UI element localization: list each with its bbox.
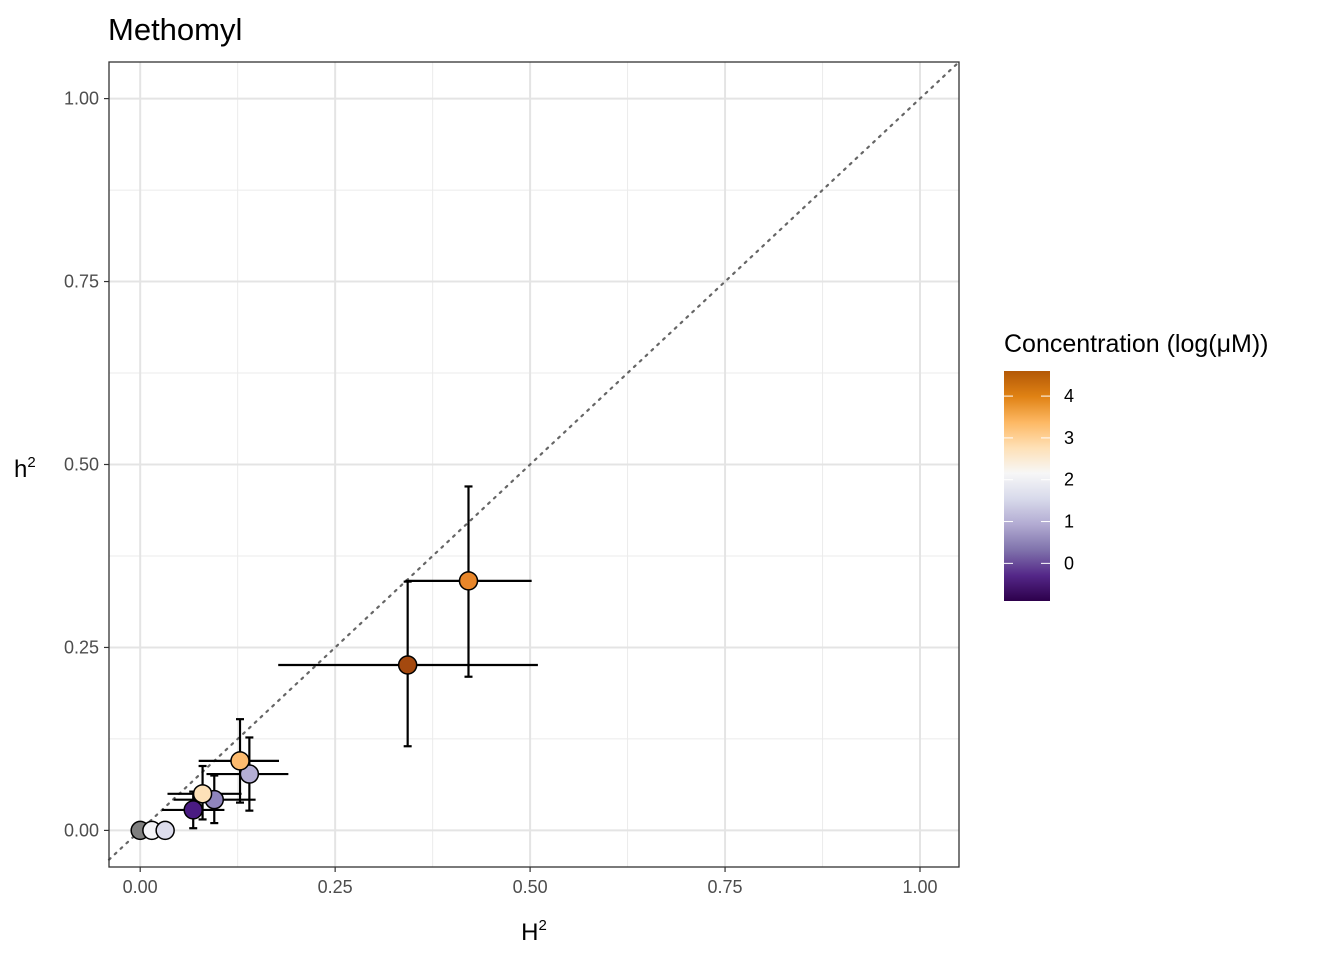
identity-reference-line xyxy=(107,60,961,861)
y-axis-ticks: 0.00 0.25 0.50 0.75 1.00 xyxy=(64,89,109,840)
data-point xyxy=(458,571,479,591)
y-tick-label: 0.50 xyxy=(64,455,99,475)
data-point xyxy=(192,784,213,804)
data-point xyxy=(155,820,175,841)
x-axis-label-superscript: 2 xyxy=(539,917,547,934)
data-point xyxy=(397,655,418,675)
x-axis-label-base: H xyxy=(521,919,538,946)
colorbar-legend: Concentration (log(μM)) 0 1 2 3 4 xyxy=(1004,330,1269,601)
plot-panel xyxy=(107,60,961,868)
x-tick-label: 1.00 xyxy=(902,877,937,897)
y-axis-label-superscript: 2 xyxy=(27,454,35,471)
y-tick-label: 0.75 xyxy=(64,272,99,292)
x-tick-label: 0.75 xyxy=(708,877,743,897)
colorbar-tick-label: 2 xyxy=(1064,470,1074,490)
data-points xyxy=(130,571,479,841)
x-axis-label: H2 xyxy=(521,917,547,946)
colorbar-ticks: 0 1 2 3 4 xyxy=(1004,386,1074,573)
x-tick-label: 0.25 xyxy=(318,877,353,897)
y-axis-label-base: h xyxy=(14,456,27,483)
chart-title: Methomyl xyxy=(108,12,242,47)
colorbar-tick-label: 3 xyxy=(1064,428,1074,448)
x-tick-label: 0.50 xyxy=(513,877,548,897)
y-tick-label: 1.00 xyxy=(64,89,99,109)
y-tick-label: 0.00 xyxy=(64,820,99,840)
x-axis-ticks: 0.00 0.25 0.50 0.75 1.00 xyxy=(123,867,938,897)
y-tick-label: 0.25 xyxy=(64,637,99,657)
colorbar xyxy=(1004,371,1050,601)
data-point xyxy=(230,751,250,771)
colorbar-tick-label: 1 xyxy=(1064,512,1074,532)
x-tick-label: 0.00 xyxy=(123,877,158,897)
colorbar-tick-label: 0 xyxy=(1064,553,1074,573)
data-point xyxy=(239,764,260,784)
data-point xyxy=(183,800,203,820)
legend-title: Concentration (log(μM)) xyxy=(1004,330,1269,358)
y-axis-label: h2 xyxy=(14,454,36,483)
colorbar-tick-label: 4 xyxy=(1064,386,1074,406)
